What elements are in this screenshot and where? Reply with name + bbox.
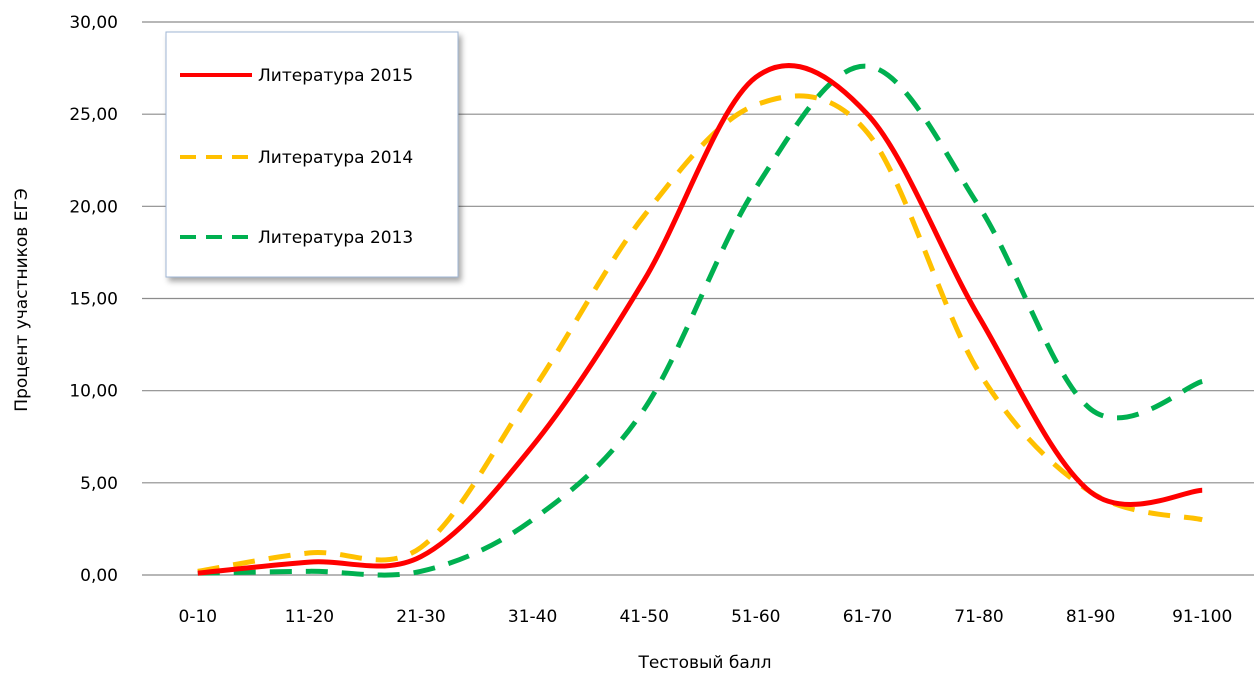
- legend: Литература 2015 Литература 2014 Литература…: [165, 31, 459, 278]
- y-axis-title: Процент участников ЕГЭ: [12, 188, 32, 411]
- y-axis-ticks: 0,00 5,00 10,00 15,00 20,00 25,00 30,00: [69, 13, 118, 586]
- y-tick-label: 10,00: [69, 382, 118, 402]
- x-tick-label: 71-80: [954, 607, 1003, 627]
- x-tick-label: 21-30: [396, 607, 445, 627]
- series-line-1: [197, 93, 1203, 574]
- y-tick-label: 30,00: [69, 13, 118, 33]
- legend-label-0: Литература 2015: [258, 66, 413, 86]
- x-tick-label: 61-70: [843, 607, 892, 627]
- x-tick-label: 81-90: [1066, 607, 1115, 627]
- legend-label-1: Литература 2014: [258, 148, 413, 168]
- x-tick-label: 0-10: [179, 607, 218, 627]
- y-tick-label: 5,00: [80, 474, 118, 494]
- legend-label-2: Литература 2013: [258, 228, 413, 248]
- x-tick-label: 91-100: [1172, 607, 1232, 627]
- y-tick-label: 20,00: [69, 197, 118, 217]
- y-tick-label: 25,00: [69, 105, 118, 125]
- x-tick-label: 41-50: [619, 607, 668, 627]
- x-tick-label: 51-60: [731, 607, 780, 627]
- x-axis-ticks: 0-10 11-20 21-30 31-40 41-50 51-60 61-70 71-80 8…: [179, 607, 1233, 627]
- x-axis-title: Тестовый балл: [637, 653, 771, 673]
- series-line-0: [197, 63, 1203, 576]
- y-tick-label: 15,00: [69, 290, 118, 310]
- y-tick-label: 0,00: [80, 566, 118, 586]
- series-lines: [197, 63, 1204, 578]
- x-tick-label: 31-40: [508, 607, 557, 627]
- series-line-2: [197, 63, 1204, 578]
- x-tick-label: 11-20: [285, 607, 334, 627]
